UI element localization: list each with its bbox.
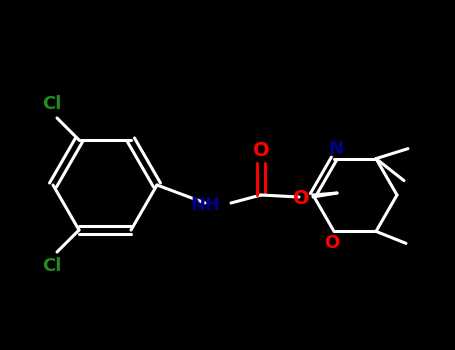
Text: NH: NH (190, 196, 220, 214)
Text: O: O (293, 189, 309, 209)
Text: Cl: Cl (42, 95, 62, 113)
Text: O: O (253, 141, 269, 161)
Text: Cl: Cl (42, 257, 62, 275)
Text: O: O (324, 234, 339, 252)
Text: N: N (329, 140, 344, 158)
